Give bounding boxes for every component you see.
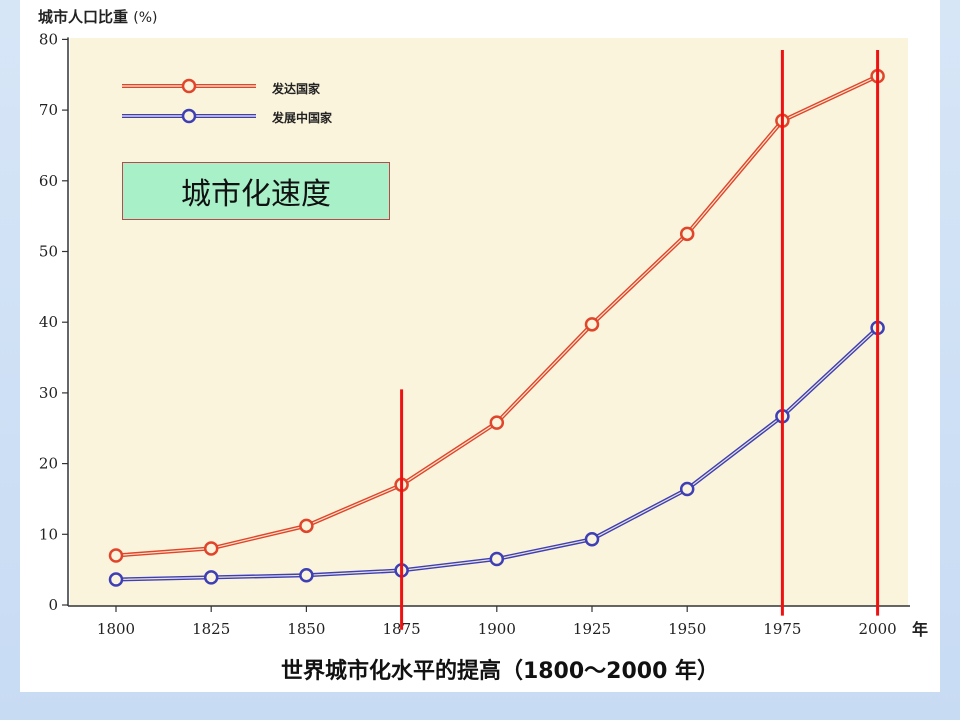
urbanization-speed-annotation: 城市化速度: [122, 162, 390, 220]
y-tick-label: 20: [39, 455, 58, 473]
x-tick-label: 1850: [287, 620, 325, 638]
series-0-point: [108, 548, 124, 563]
y-tick-label: 30: [39, 384, 58, 402]
y-tick-label: 60: [39, 172, 58, 190]
x-tick-label: 1950: [668, 620, 706, 638]
legend-label-developed: 发达国家: [272, 82, 321, 96]
series-1-point: [203, 570, 219, 585]
series-0-point: [679, 226, 695, 242]
series-0-point: [203, 541, 219, 556]
x-tick-label: 1900: [478, 620, 516, 638]
legend-marker-0: [181, 78, 197, 94]
series-line-inner-0: [115, 75, 878, 557]
y-tick-label: 40: [39, 313, 58, 331]
series-line-0: [115, 74, 879, 558]
x-tick-label: 1825: [192, 620, 230, 638]
series-1-point: [584, 531, 600, 547]
legend-marker-1: [181, 108, 197, 124]
series-line-inner-1: [115, 327, 879, 581]
x-tick-label: 1925: [573, 620, 611, 638]
y-axis-unit: (%): [133, 10, 158, 26]
series-0-point: [489, 415, 505, 430]
x-tick-label: 1975: [763, 620, 801, 638]
series-1-point: [299, 568, 314, 583]
series-line-1: [115, 326, 879, 582]
x-axis-unit: 年: [912, 620, 929, 639]
y-tick-label: 50: [39, 243, 58, 261]
series-1-point: [108, 572, 124, 587]
chart-title: 世界城市化水平的提高（1800～2000 年）: [280, 659, 720, 684]
y-tick-label: 10: [39, 525, 58, 543]
y-axis-label: 城市人口比重: [38, 8, 129, 26]
series-0-point: [584, 317, 600, 332]
x-tick-label: 1800: [97, 620, 135, 638]
legend-label-developing: 发展中国家: [272, 111, 333, 125]
series-0-point: [299, 518, 314, 534]
x-tick-label: 2000: [859, 620, 897, 638]
plot-background: [70, 38, 908, 606]
y-tick-label: 0: [48, 596, 58, 614]
series-1-point: [679, 481, 695, 497]
y-tick-label: 80: [39, 30, 58, 48]
y-axis-title: 城市人口比重 (%): [38, 6, 157, 27]
y-tick-label: 70: [39, 101, 58, 119]
series-1-point: [489, 551, 505, 567]
